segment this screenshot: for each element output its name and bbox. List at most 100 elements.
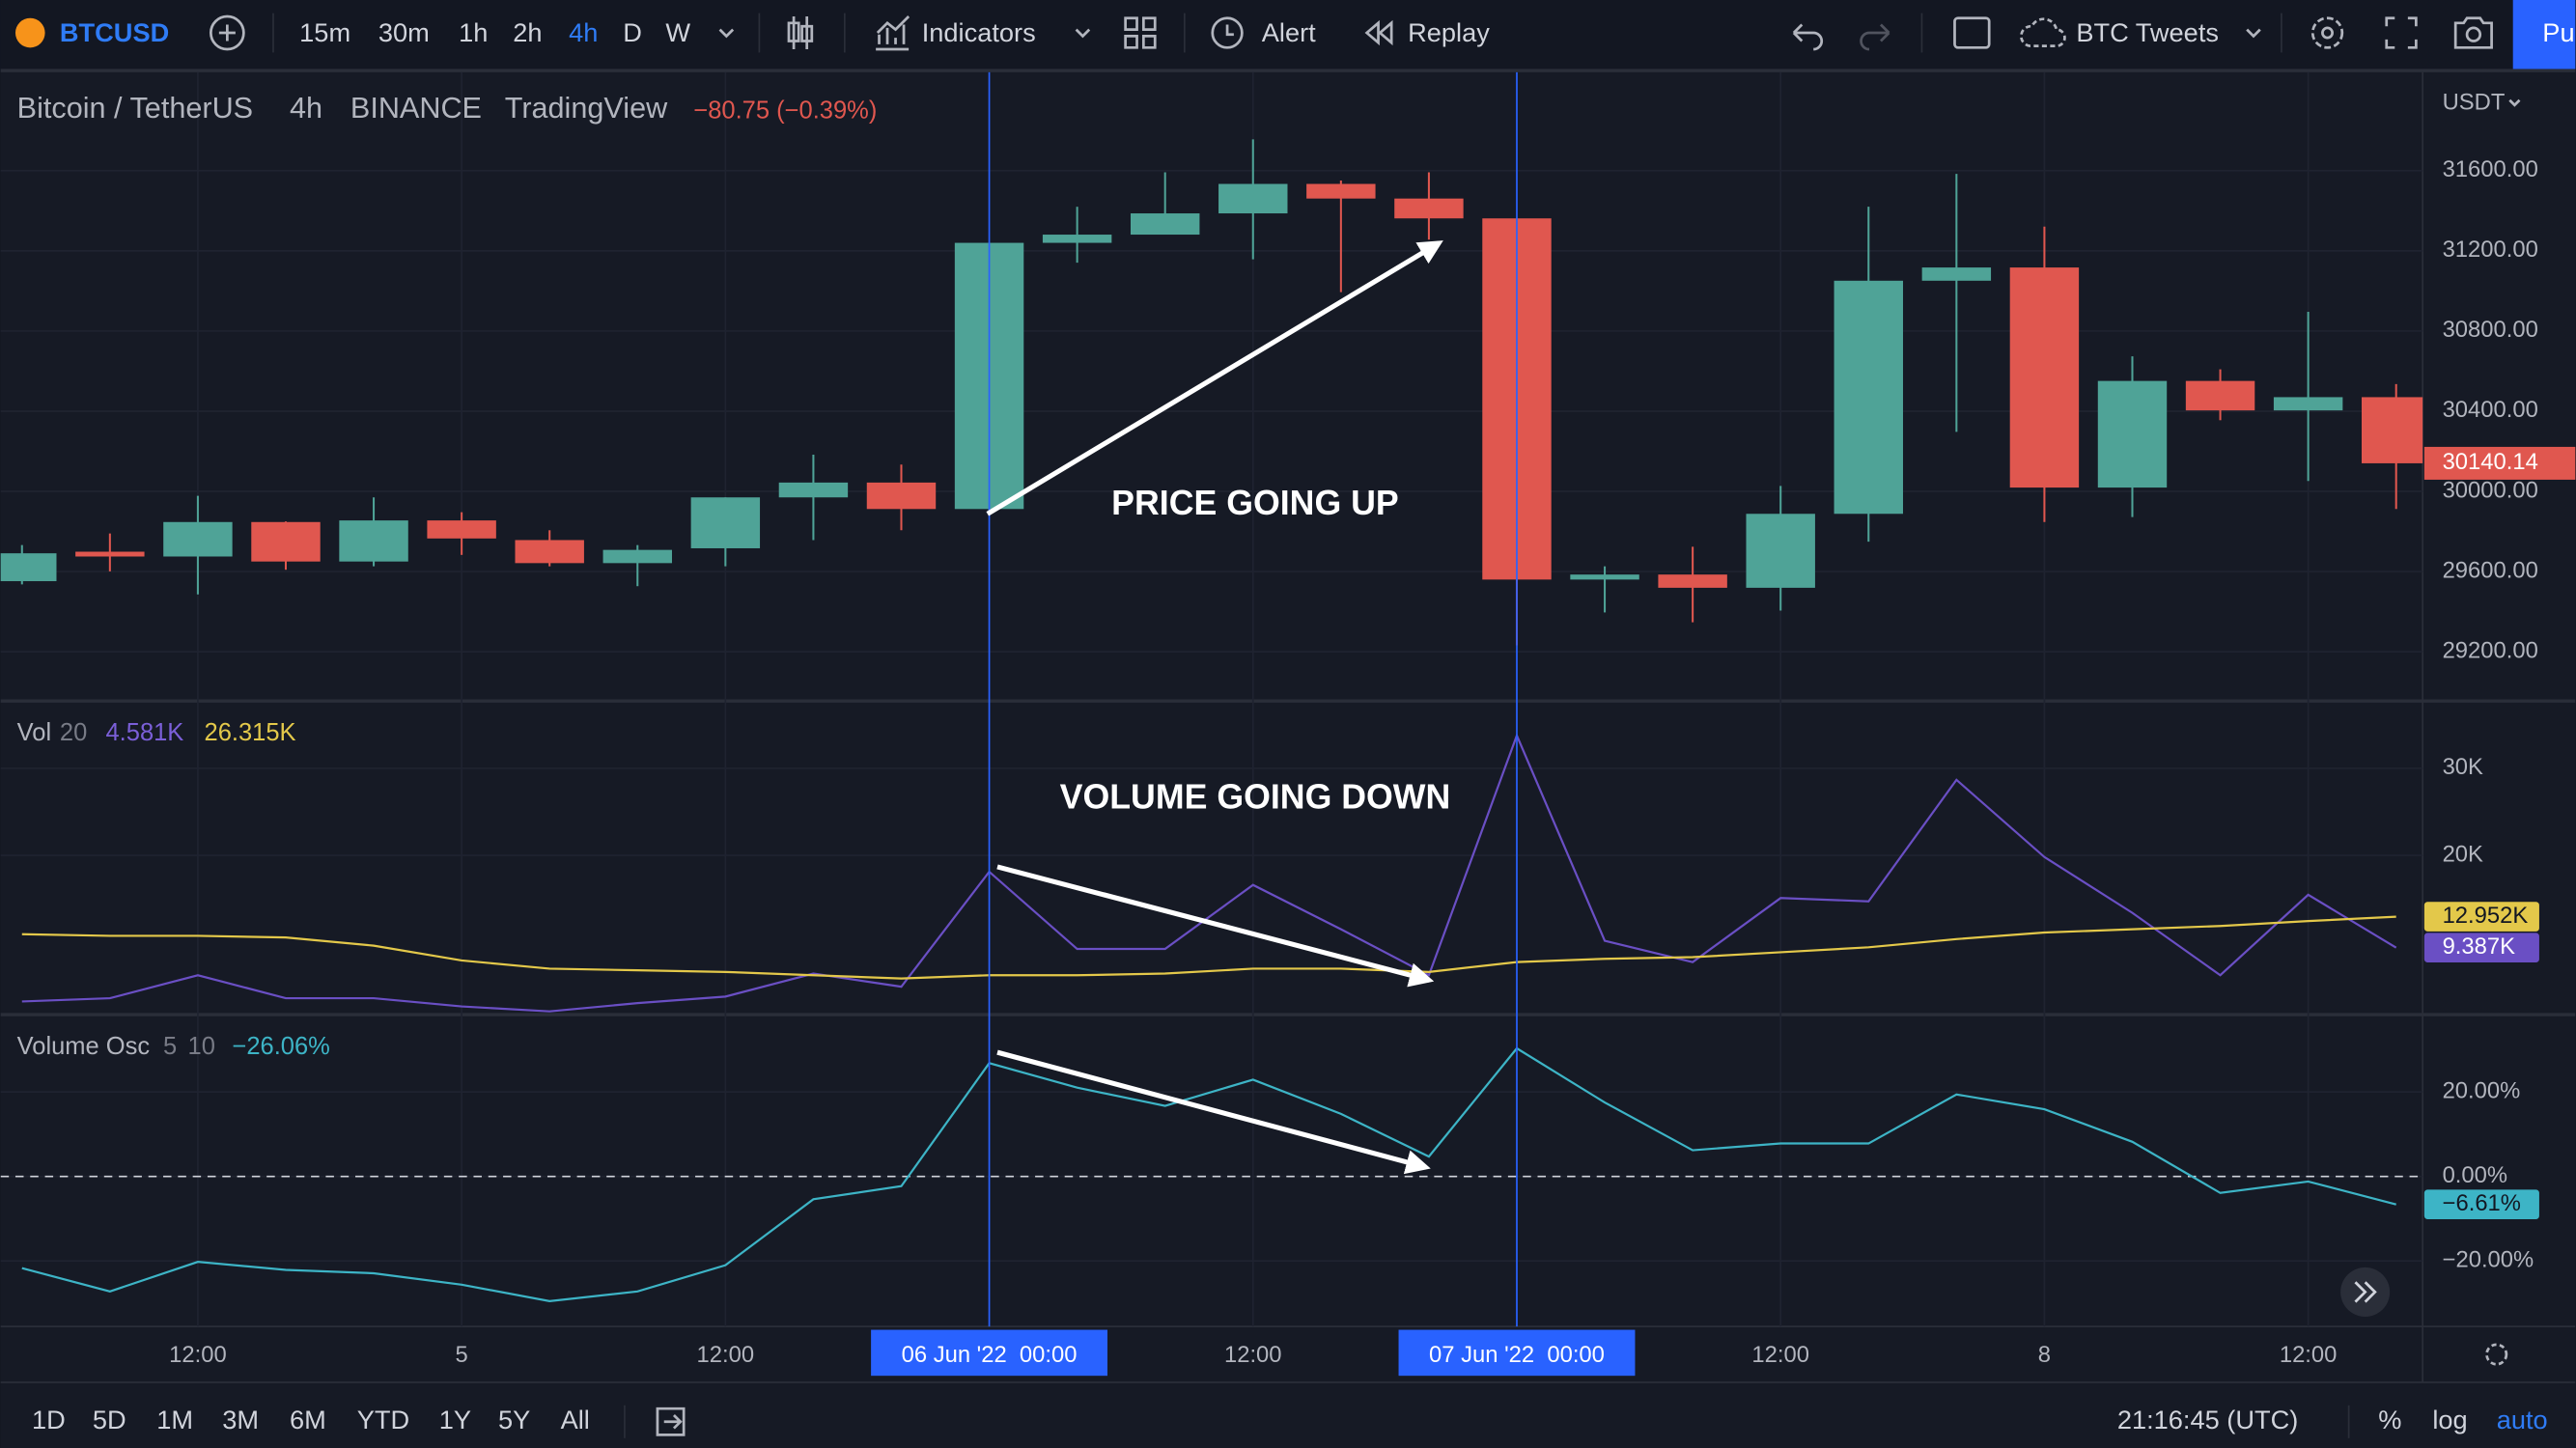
layout-name[interactable]: BTC Tweets [2076,17,2219,47]
range[interactable]: 1M [156,1405,193,1434]
crosshair-label: 06 Jun '22 00:00 [902,1342,1078,1368]
toolbar-bg [0,0,2576,70]
x-tick-label: 12:00 [169,1342,227,1368]
last-value-bg [2423,1189,2539,1219]
last-price-bg [2423,446,2576,480]
vol-title: Vol [17,719,51,746]
x-tick-label: 12:00 [1751,1342,1809,1368]
exchange: BINANCE [350,92,482,125]
percent-toggle[interactable]: % [2378,1405,2401,1434]
candle-body [778,482,849,498]
y-tick-label: 29200.00 [2443,637,2538,663]
candle-body [515,540,584,564]
interval[interactable]: 1h [459,17,488,47]
interval[interactable]: 2h [513,17,542,47]
screenshot[interactable] [2453,16,2493,49]
interval[interactable]: 15m [299,17,350,47]
range[interactable]: 1Y [439,1405,471,1434]
alert-icon [1211,16,1244,49]
y-tick-label: 0.00% [2443,1162,2507,1188]
last-value-bg [2423,933,2539,963]
symbol-name: Bitcoin / TetherUS [17,92,253,125]
y-tick-label: 31600.00 [2443,156,2538,182]
publish-button[interactable] [2512,0,2576,70]
range[interactable]: 6M [290,1405,326,1434]
osc-param: 10 [188,1033,215,1060]
interval[interactable]: D [623,17,642,47]
clock: 21:16:45 (UTC) [2117,1405,2298,1434]
grid [0,71,2423,1327]
last-price: 30140.14 [2443,449,2538,475]
candle-body [690,497,761,548]
alert-hands [1225,24,1234,37]
range[interactable]: 1D [32,1405,66,1434]
range[interactable]: All [561,1405,590,1434]
currency[interactable]: USDT [2443,89,2506,115]
layout-menu[interactable] [2246,28,2261,39]
layouts[interactable] [1124,16,1157,49]
vol-ma-value: 26.315K [205,719,296,746]
interval-active[interactable]: 4h [569,17,598,47]
indicators[interactable]: Indicators [922,17,1036,47]
x-tick-label: 8 [2038,1342,2051,1368]
candle-body [2009,267,2080,488]
series-line [21,915,2396,980]
range[interactable]: YTD [357,1405,409,1434]
candle-body [2361,397,2423,463]
chart-type[interactable] [787,16,814,50]
y-tick-label: 31200.00 [2443,237,2538,263]
arrow [996,1049,1431,1175]
indicators-icon [876,15,910,51]
currency-menu[interactable] [2508,98,2521,107]
osc-title: Volume Osc [17,1033,151,1060]
indicators-menu[interactable] [1075,28,1091,39]
candle-body [251,521,321,562]
candle-body [0,553,57,582]
source: TradingView [505,92,668,125]
vol-value: 4.581K [106,719,184,746]
undo[interactable] [1792,23,1823,51]
publish[interactable]: Pu [2542,17,2574,47]
y-tick-label: 29600.00 [2443,557,2538,583]
crosshair-label-bg [871,1329,1108,1377]
legend-interval: 4h [290,92,322,125]
y-tick-label: 20.00% [2443,1077,2521,1103]
interval[interactable]: 30m [378,17,430,47]
annotation: VOLUME GOING DOWN [1060,778,1451,817]
osc-param: 5 [163,1033,177,1060]
range[interactable]: 5Y [498,1405,530,1434]
arrow [986,240,1443,516]
symbol[interactable]: BTCUSD [60,17,169,47]
screenshot-lens [2465,26,2482,42]
axis-settings[interactable] [2485,1343,2508,1366]
x-tick-label: 12:00 [1224,1342,1282,1368]
interval-menu[interactable] [718,28,735,39]
btc-icon [14,17,45,48]
add-symbol[interactable] [209,14,245,51]
x-tick-label: 12:00 [2280,1342,2338,1368]
osc-value: −26.06% [232,1033,329,1060]
replay[interactable]: Replay [1408,17,1490,47]
y-tick-label: 30800.00 [2443,317,2538,343]
range[interactable]: 3M [222,1405,259,1434]
candle-body [1218,183,1288,214]
fullscreen[interactable] [2385,16,2418,49]
fullscreen-toggle[interactable] [1953,16,1991,49]
last-value: 12.952K [2443,903,2529,929]
candle-body [1306,183,1376,199]
candle-body [2185,380,2255,411]
add-symbol-plus [218,24,236,42]
interval[interactable]: W [665,17,690,47]
auto-toggle[interactable]: auto [2497,1405,2548,1434]
log-toggle[interactable]: log [2432,1405,2467,1434]
candle-body [2273,397,2343,411]
candle-body [339,520,408,562]
range[interactable]: 5D [93,1405,126,1434]
settings[interactable] [2310,16,2344,49]
settings-core [2321,26,2334,40]
goto-date[interactable] [656,1406,686,1436]
alert[interactable]: Alert [1262,17,1316,47]
candle-body [75,551,145,557]
redo[interactable] [1860,23,1890,51]
last-value: −6.61% [2443,1190,2521,1216]
